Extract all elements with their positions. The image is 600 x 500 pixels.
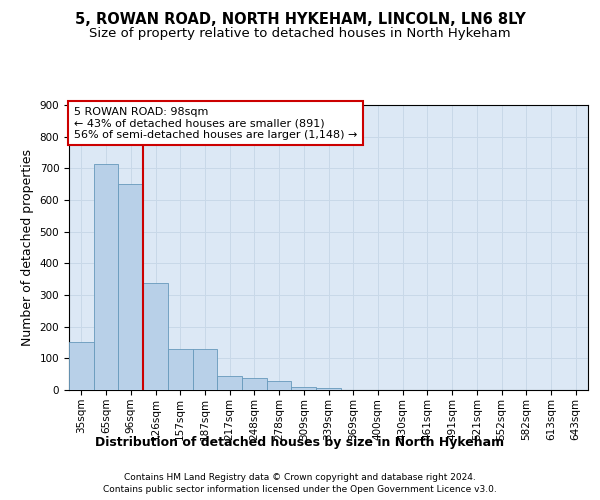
Bar bbox=[193, 349, 217, 390]
Bar bbox=[168, 349, 193, 390]
Bar bbox=[118, 184, 143, 390]
Text: Contains public sector information licensed under the Open Government Licence v3: Contains public sector information licen… bbox=[103, 486, 497, 494]
Bar bbox=[242, 378, 267, 390]
Bar bbox=[69, 342, 94, 390]
Bar bbox=[292, 386, 316, 390]
Text: 5 ROWAN ROAD: 98sqm
← 43% of detached houses are smaller (891)
56% of semi-detac: 5 ROWAN ROAD: 98sqm ← 43% of detached ho… bbox=[74, 106, 358, 140]
Bar bbox=[267, 380, 292, 390]
Bar bbox=[217, 376, 242, 390]
Text: Size of property relative to detached houses in North Hykeham: Size of property relative to detached ho… bbox=[89, 28, 511, 40]
Y-axis label: Number of detached properties: Number of detached properties bbox=[21, 149, 34, 346]
Text: Contains HM Land Registry data © Crown copyright and database right 2024.: Contains HM Land Registry data © Crown c… bbox=[124, 473, 476, 482]
Text: 5, ROWAN ROAD, NORTH HYKEHAM, LINCOLN, LN6 8LY: 5, ROWAN ROAD, NORTH HYKEHAM, LINCOLN, L… bbox=[74, 12, 526, 28]
Bar bbox=[143, 284, 168, 390]
Bar bbox=[94, 164, 118, 390]
Bar bbox=[316, 388, 341, 390]
Text: Distribution of detached houses by size in North Hykeham: Distribution of detached houses by size … bbox=[95, 436, 505, 449]
